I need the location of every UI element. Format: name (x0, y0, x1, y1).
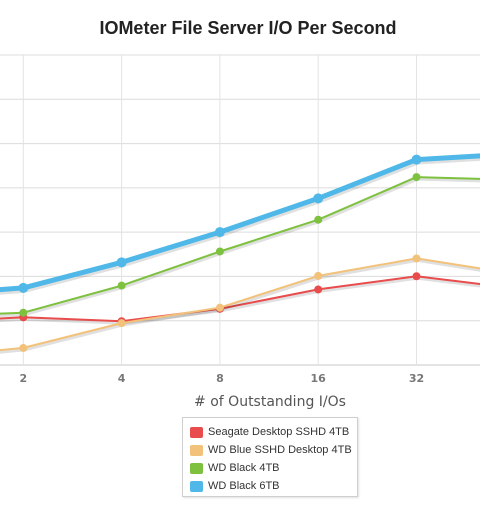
legend-swatch-wd-blue (190, 444, 203, 456)
data-point (117, 281, 126, 290)
legend-label-wd-black-4tb: WD Black 4TB (208, 462, 280, 474)
legend-label-seagate: Seagate Desktop SSHD 4TB (208, 426, 350, 438)
x-tick-label: 8 (216, 372, 224, 385)
series-shadow (0, 177, 480, 318)
data-point (18, 282, 29, 293)
data-point (314, 215, 323, 224)
data-point (411, 154, 422, 165)
x-axis-label: # of Outstanding I/Os (194, 394, 346, 410)
series-line (0, 153, 480, 293)
data-point (314, 271, 323, 280)
data-point (412, 272, 421, 281)
chart-title: IOMeter File Server I/O Per Second (99, 18, 397, 38)
x-tick-label: 4 (118, 372, 126, 385)
legend-item-seagate: Seagate Desktop SSHD 4TB (190, 425, 349, 439)
legend-item-wd-blue: WD Blue SSHD Desktop 4TB (190, 443, 352, 457)
data-point (412, 254, 421, 263)
data-point (19, 308, 28, 317)
x-tick-label: 2 (19, 372, 27, 385)
data-point (214, 227, 225, 238)
legend-swatch-wd-black-6tb (190, 480, 203, 492)
legend-item-wd-black-6tb: WD Black 6TB (190, 479, 280, 493)
x-tick-label: 16 (311, 372, 327, 385)
data-point (313, 193, 324, 204)
data-point (116, 257, 127, 268)
legend-label-wd-black-6tb: WD Black 6TB (208, 480, 280, 492)
data-point (117, 319, 126, 328)
legend-swatch-wd-black-4tb (190, 462, 203, 474)
data-point (314, 285, 323, 294)
data-point (412, 173, 421, 182)
legend-label-wd-blue: WD Blue SSHD Desktop 4TB (208, 444, 352, 456)
legend-item-wd-black-4tb: WD Black 4TB (190, 461, 280, 475)
data-point (215, 303, 224, 312)
x-tick-label: 32 (409, 372, 424, 385)
data-point (19, 343, 28, 352)
data-point (215, 247, 224, 256)
legend-swatch-seagate (190, 426, 203, 438)
legend: Seagate Desktop SSHD 4TB WD Blue SSHD De… (182, 417, 358, 497)
